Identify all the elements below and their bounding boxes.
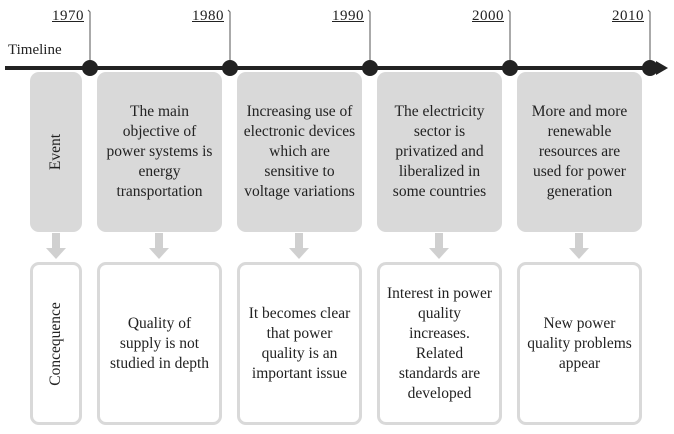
timeline-dot <box>362 60 378 76</box>
event-box: The electricity sector is privatized and… <box>377 72 502 232</box>
year-label: 2010 <box>612 8 644 24</box>
down-arrow-shaft <box>575 233 583 249</box>
year-bracket <box>227 9 231 62</box>
timeline-label: Timeline <box>8 42 62 58</box>
timeline-dot <box>502 60 518 76</box>
event-box: Increasing use of electronic devices whi… <box>237 72 362 232</box>
down-arrow-head <box>289 248 309 259</box>
down-arrow-shaft <box>52 233 60 249</box>
consequence-box: New power quality problems appear <box>517 262 642 425</box>
consequence-label: Concequence <box>47 301 64 386</box>
timeline-dot <box>82 60 98 76</box>
consequence-box: It becomes clear that power quality is a… <box>237 262 362 425</box>
event-box: The main objective of power systems is e… <box>97 72 222 232</box>
consequence-box: Interest in power quality increases. Rel… <box>377 262 502 425</box>
year-bracket <box>87 9 91 62</box>
down-arrow-head <box>46 248 66 259</box>
consequence-box: Quality of supply is not studied in dept… <box>97 262 222 425</box>
down-arrow-shaft <box>295 233 303 249</box>
down-arrow-head <box>569 248 589 259</box>
year-bracket <box>647 9 651 62</box>
timeline-dot <box>642 60 658 76</box>
event-row-label: Event <box>30 72 82 232</box>
year-bracket <box>507 9 511 62</box>
year-label: 1970 <box>52 8 84 24</box>
timeline-arrow <box>656 61 668 75</box>
timeline-dot <box>222 60 238 76</box>
down-arrow-shaft <box>155 233 163 249</box>
down-arrow-head <box>149 248 169 259</box>
event-label: Event <box>47 133 64 171</box>
down-arrow-shaft <box>435 233 443 249</box>
year-bracket <box>367 9 371 62</box>
down-arrow-head <box>429 248 449 259</box>
year-label: 1990 <box>332 8 364 24</box>
year-label: 1980 <box>192 8 224 24</box>
consequence-row-label: Concequence <box>30 262 82 425</box>
event-box: More and more renewable resources are us… <box>517 72 642 232</box>
year-label: 2000 <box>472 8 504 24</box>
